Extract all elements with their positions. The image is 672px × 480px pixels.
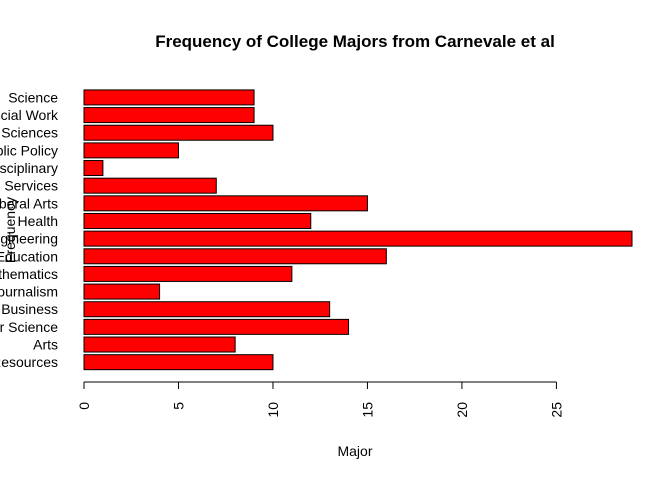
bar-engineering xyxy=(83,230,633,247)
bar-services xyxy=(83,177,217,194)
bar-journalism xyxy=(83,283,161,300)
category-label: Liberal Arts xyxy=(0,195,58,211)
category-label: Health xyxy=(18,213,58,229)
category-label: Journalism xyxy=(0,284,58,300)
bar-natural-resources xyxy=(83,354,274,371)
category-label: Mathematics xyxy=(0,266,58,282)
x-tick-label: 15 xyxy=(359,402,375,418)
category-label: Science xyxy=(8,89,58,105)
bar-liberal-arts xyxy=(83,195,368,212)
bar-science xyxy=(83,89,255,106)
x-tick-label: 5 xyxy=(170,402,186,410)
category-label: Social Sciences xyxy=(0,125,58,141)
bar-computer-science xyxy=(83,318,350,335)
x-axis-label: Major xyxy=(337,443,372,459)
x-tick-label: 25 xyxy=(548,402,564,418)
category-label: Computer Science xyxy=(0,319,58,335)
x-tick-label: 10 xyxy=(265,402,281,418)
category-label: Engineering xyxy=(0,231,58,247)
category-label: Arts xyxy=(33,337,58,353)
bar-education xyxy=(83,248,387,265)
bars-group xyxy=(83,89,633,371)
x-tick-label: 20 xyxy=(454,402,470,418)
x-tick-label: 0 xyxy=(76,402,92,410)
category-labels: Natural ResourcesArts Computer Science Bus… xyxy=(0,89,59,370)
bar-health xyxy=(83,212,312,229)
bar-business xyxy=(83,301,331,318)
x-axis: 0 5 10 15 20 25 xyxy=(76,381,564,418)
category-label: Business xyxy=(1,301,58,317)
category-label: Public Policy xyxy=(0,142,58,158)
bar-social-sciences xyxy=(83,124,274,141)
category-label: Natural Resources xyxy=(0,354,58,370)
category-label: Services xyxy=(4,178,58,194)
chart-title: Frequency of College Majors from Carneva… xyxy=(155,32,555,51)
bar-arts xyxy=(83,336,236,353)
bar-interdisciplinary xyxy=(83,160,104,177)
y-axis-label: Frequency xyxy=(2,197,18,263)
category-label: Social Work xyxy=(0,107,59,123)
bar-mathematics xyxy=(83,265,293,282)
bar-social-work xyxy=(83,107,255,124)
category-label: Interdisciplinary xyxy=(0,160,58,176)
bar-public-policy xyxy=(83,142,179,159)
category-label: Education xyxy=(0,248,58,264)
